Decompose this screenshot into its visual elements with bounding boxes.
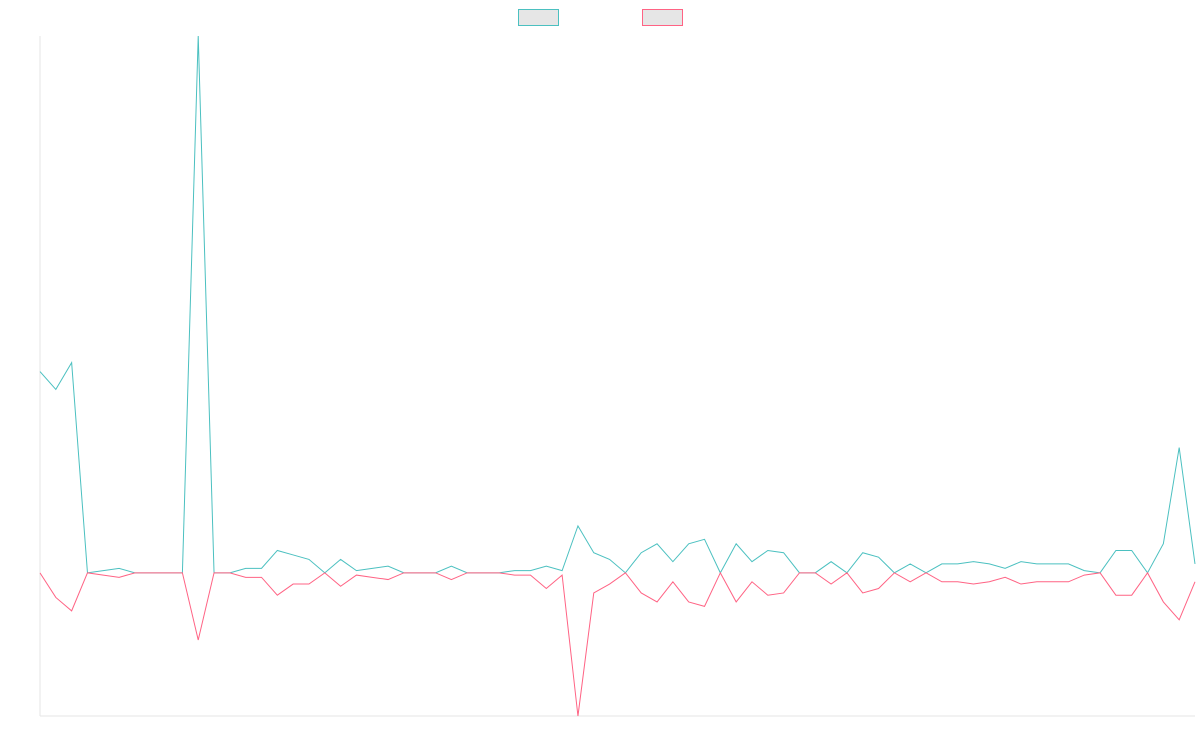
series-layer <box>39 35 1196 717</box>
legend-item-1[interactable] <box>518 9 559 26</box>
series-line-2 <box>39 571 1196 717</box>
series-line-1 <box>39 35 1196 574</box>
legend-item-2[interactable] <box>642 9 683 26</box>
legend-swatch-1 <box>518 9 559 26</box>
legend <box>518 9 683 26</box>
legend-swatch-2 <box>642 9 683 26</box>
chart-axes <box>39 36 1195 717</box>
